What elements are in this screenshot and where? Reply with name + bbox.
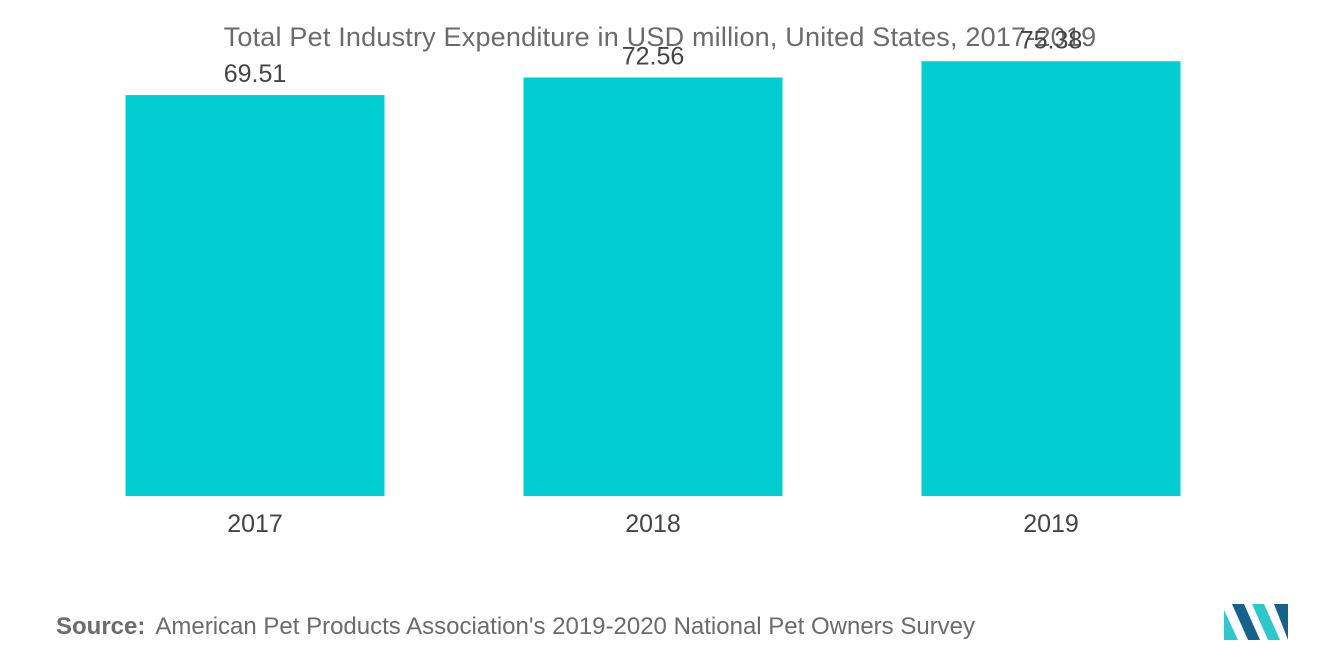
value-label-2018: 72.56 bbox=[622, 43, 685, 71]
bar-2017 bbox=[125, 95, 385, 497]
bar-chart: 69.51 2017 72.56 2018 75.38 2019 bbox=[125, 26, 1181, 538]
source-label: Source: bbox=[56, 613, 146, 640]
bar-2018 bbox=[523, 77, 783, 497]
chart-title: Total Pet Industry Expenditure in USD mi… bbox=[223, 22, 1097, 52]
bar-2019 bbox=[921, 61, 1181, 496]
source-text: American Pet Products Association's 2019… bbox=[155, 613, 976, 640]
value-label-2019: 75.38 bbox=[1020, 26, 1083, 54]
x-tick-label-2018: 2018 bbox=[625, 510, 681, 538]
value-label-2017: 69.51 bbox=[224, 60, 287, 88]
x-tick-label-2017: 2017 bbox=[227, 510, 283, 538]
source-note: Source: American Pet Products Association… bbox=[56, 613, 975, 641]
mordor-intelligence-logo-icon bbox=[1224, 604, 1288, 640]
x-tick-label-2019: 2019 bbox=[1023, 510, 1079, 538]
